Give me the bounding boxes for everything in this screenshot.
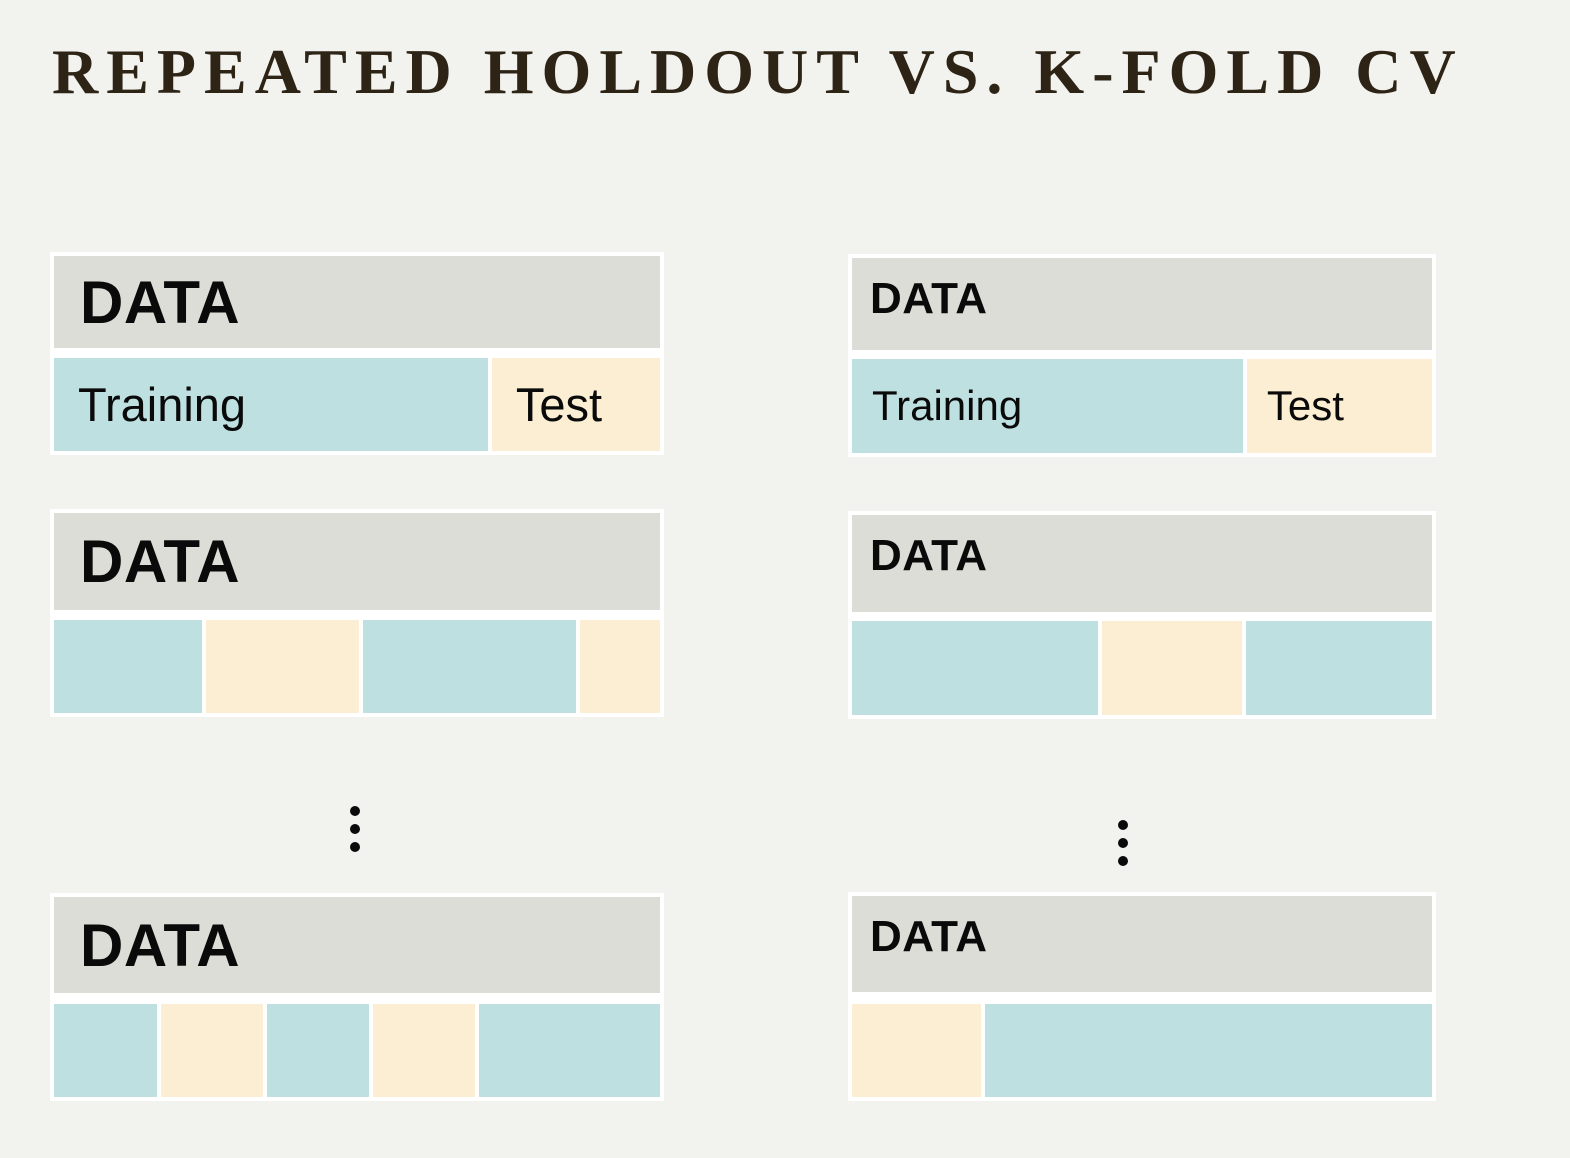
training-segment <box>1245 621 1432 715</box>
test-segment <box>852 1004 981 1097</box>
kfold-split-row-1: Training Test <box>852 359 1432 453</box>
training-segment <box>984 1004 1432 1097</box>
training-segment: Training <box>54 358 488 451</box>
test-segment <box>579 620 660 713</box>
test-segment <box>372 1004 476 1097</box>
training-label: Training <box>78 378 247 431</box>
data-label: DATA <box>80 911 241 979</box>
test-label: Test <box>515 378 603 431</box>
data-label: DATA <box>870 912 988 961</box>
data-bar: DATA <box>852 896 1432 992</box>
data-label: DATA <box>870 531 988 580</box>
test-label: Test <box>1266 382 1344 429</box>
page-title: REPEATED HOLDOUT VS. K-FOLD CV <box>52 36 1464 107</box>
test-segment: Test <box>1246 359 1432 453</box>
test-segment <box>161 1004 264 1097</box>
holdout-split-row-2 <box>54 620 660 713</box>
data-bar: DATA <box>54 513 660 610</box>
data-label: DATA <box>80 268 241 336</box>
data-bar: DATA <box>54 897 660 993</box>
training-segment <box>479 1004 660 1097</box>
data-bar: DATA <box>852 515 1432 612</box>
training-segment <box>54 620 203 713</box>
kfold-split-row-2 <box>852 621 1432 715</box>
holdout-iteration-k-panel: DATA <box>50 893 664 1101</box>
training-segment <box>362 620 576 713</box>
vertical-ellipsis-left <box>350 806 360 852</box>
kfold-iteration-1-panel: DATA Training Test <box>848 254 1436 457</box>
kfold-iteration-k-panel: DATA <box>848 892 1436 1101</box>
data-bar: DATA <box>54 256 660 348</box>
vertical-ellipsis-right <box>1118 820 1128 866</box>
data-label: DATA <box>870 274 988 323</box>
training-segment <box>852 621 1098 715</box>
test-segment: Test <box>491 358 660 451</box>
data-label: DATA <box>80 528 241 595</box>
holdout-split-row-1: Training Test <box>54 358 660 451</box>
training-segment <box>267 1004 369 1097</box>
test-segment <box>1101 621 1242 715</box>
kfold-iteration-2-panel: DATA <box>848 511 1436 719</box>
holdout-iteration-2-panel: DATA <box>50 509 664 717</box>
training-segment: Training <box>852 359 1243 453</box>
data-bar: DATA <box>852 258 1432 350</box>
holdout-iteration-1-panel: DATA Training Test <box>50 252 664 455</box>
test-segment <box>206 620 359 713</box>
training-label: Training <box>872 382 1023 429</box>
training-segment <box>54 1004 158 1097</box>
kfold-split-row-k <box>852 1004 1432 1097</box>
holdout-split-row-k <box>54 1004 660 1097</box>
